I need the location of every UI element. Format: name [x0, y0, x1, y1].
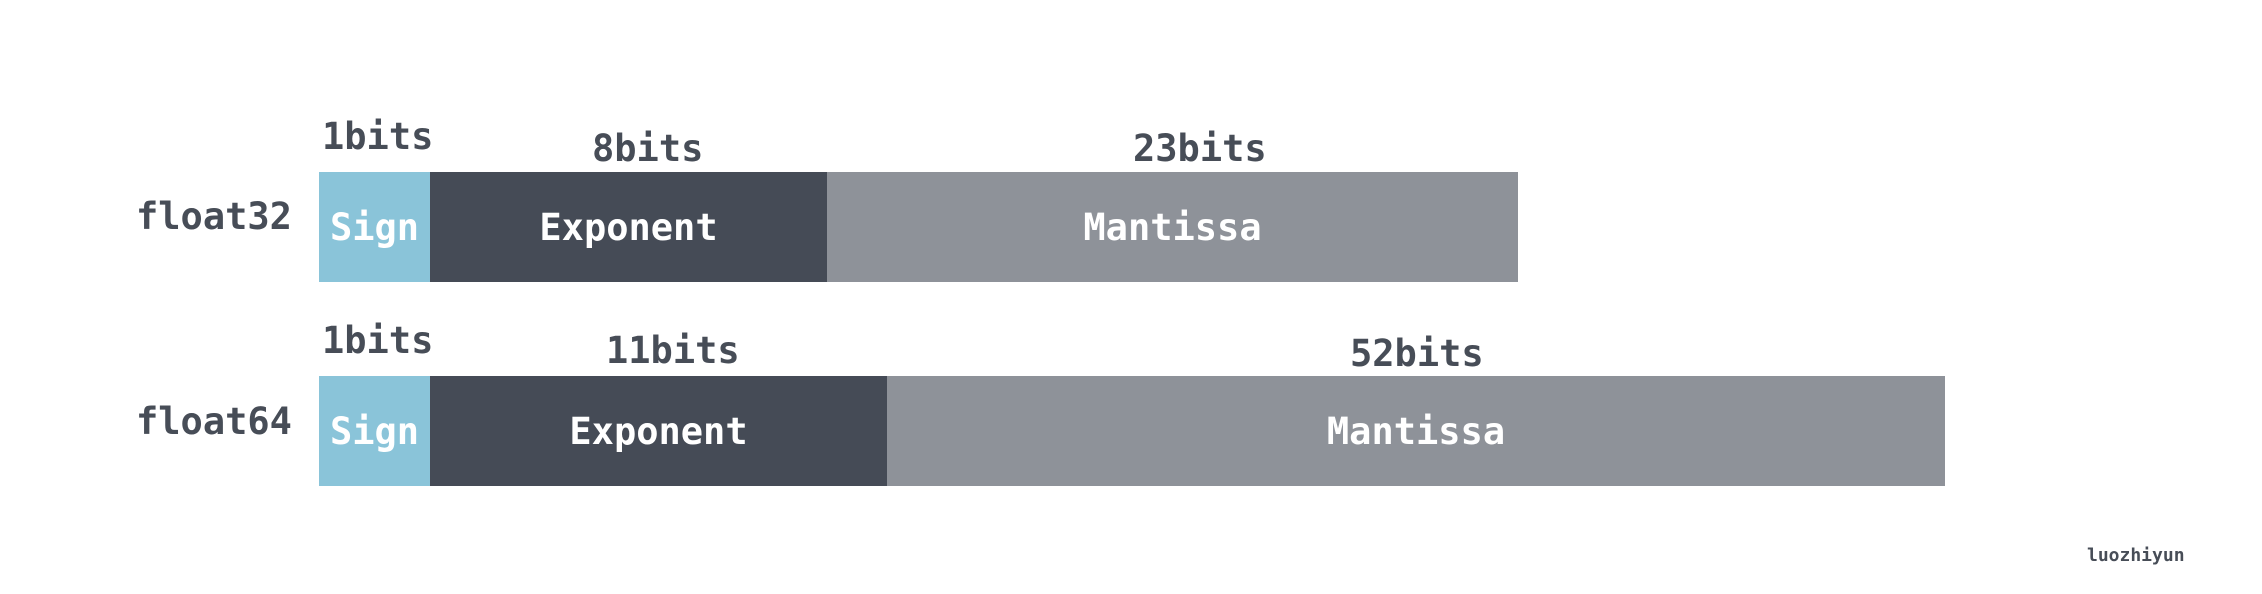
float64-sign-text: Sign: [329, 409, 420, 453]
float32-exponent-segment: Exponent: [430, 172, 827, 282]
float32-sign-segment: Sign: [319, 172, 430, 282]
float64-mantissa-bits-label: 52bits: [1350, 332, 1484, 375]
float32-exponent-bits-label: 8bits: [592, 127, 704, 170]
float64-sign-segment: Sign: [319, 376, 430, 486]
float32-mantissa-segment: Mantissa: [827, 172, 1518, 282]
float32-sign-bits-label: 1bits: [322, 115, 434, 158]
float64-sign-bits-label: 1bits: [322, 319, 434, 362]
float64-exponent-bits-label: 11bits: [606, 329, 740, 372]
float32-mantissa-text: Mantissa: [1083, 205, 1262, 249]
float64-mantissa-segment: Mantissa: [887, 376, 1945, 486]
float64-row-label: float64: [136, 400, 292, 443]
author-credit: luozhiyun: [2087, 545, 2185, 566]
float64-exponent-segment: Exponent: [430, 376, 887, 486]
float64-exponent-text: Exponent: [569, 409, 748, 453]
float64-mantissa-text: Mantissa: [1326, 409, 1506, 453]
float32-exponent-text: Exponent: [539, 205, 718, 249]
float32-mantissa-bits-label: 23bits: [1133, 127, 1267, 170]
float32-row-label: float32: [136, 195, 292, 238]
float32-sign-text: Sign: [329, 205, 420, 249]
